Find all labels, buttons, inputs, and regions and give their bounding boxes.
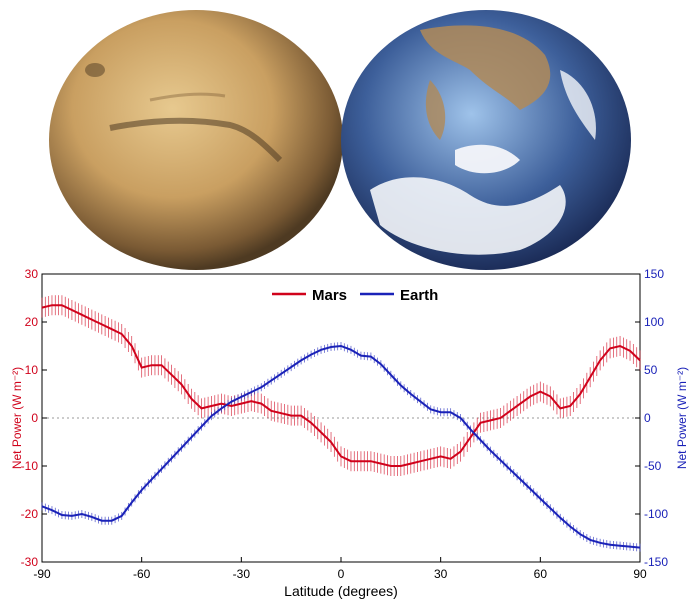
y-right-tick-label: 50 (644, 363, 658, 377)
y-right-tick-label: -50 (644, 459, 662, 473)
y-left-tick-label: -20 (21, 507, 39, 521)
earth-globe (341, 10, 631, 270)
y-right-tick-label: -100 (644, 507, 668, 521)
y-left-tick-label: 10 (25, 363, 39, 377)
x-tick-label: 90 (633, 567, 647, 581)
y-left-tick-label: 20 (25, 315, 39, 329)
earth-series-line (41, 344, 641, 549)
y-left-tick-label: 30 (25, 267, 39, 281)
y-right-tick-label: -150 (644, 555, 668, 569)
x-tick-label: -90 (33, 567, 51, 581)
legend: Mars Earth (272, 287, 438, 304)
plot-frame (41, 273, 641, 563)
y-right-tick-label: 0 (644, 411, 651, 425)
y-right-tick-label: 150 (644, 267, 664, 281)
x-tick-label: 60 (534, 567, 548, 581)
legend-mars-label: Mars (312, 287, 347, 304)
y-right-tick-label: 100 (644, 315, 664, 329)
mars-error-bars (41, 295, 641, 476)
x-axis-label: Latitude (degrees) (284, 583, 398, 599)
y-axis-right-label: Net Power (W m⁻²) (675, 367, 689, 469)
legend-earth-label: Earth (400, 287, 438, 304)
x-tick-label: 30 (434, 567, 448, 581)
y-axis-left-label: Net Power (W m⁻²) (10, 367, 24, 469)
y-left-tick-label: -10 (21, 459, 39, 473)
x-tick-label: 0 (338, 567, 345, 581)
y-left-tick-label: 0 (31, 411, 38, 425)
x-axis: -90 -60 -30 0 30 60 90 (33, 557, 647, 581)
y-left-tick-label: -30 (21, 555, 39, 569)
left-axis: -30 -20 -10 0 10 20 30 (21, 267, 47, 569)
mars-series-line (41, 304, 641, 467)
right-axis: -150 -100 -50 0 50 100 150 (635, 267, 668, 569)
x-tick-label: -30 (233, 567, 251, 581)
mars-globe (49, 10, 343, 270)
x-tick-label: -60 (133, 567, 151, 581)
